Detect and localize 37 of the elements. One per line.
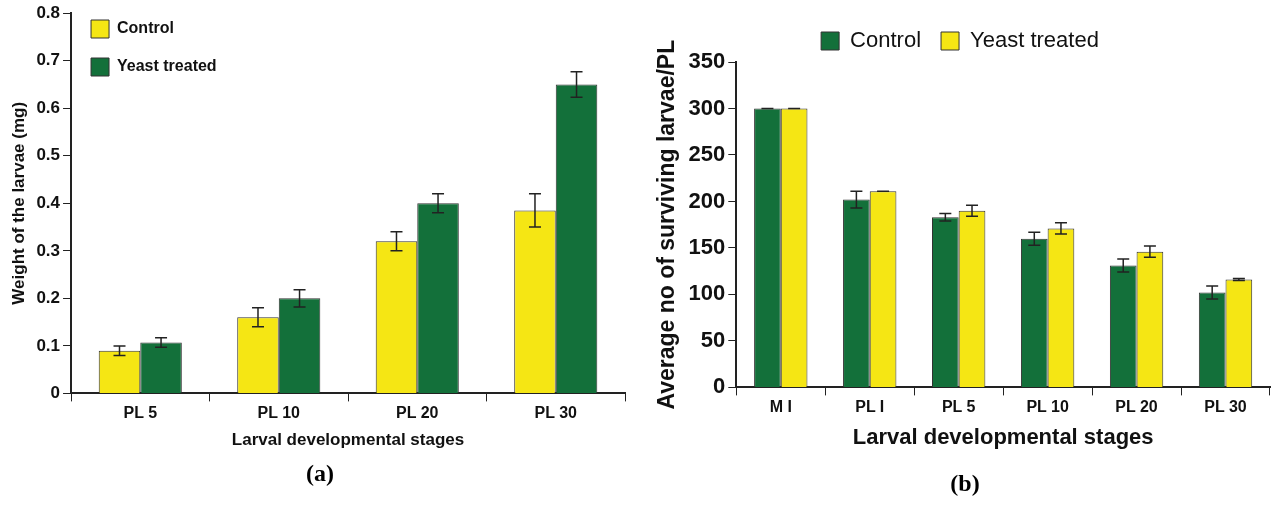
y-tick-label: 0.2: [36, 288, 61, 308]
y-axis-title: Weight of the larvae (mg): [8, 101, 28, 305]
x-tick-label: PL 20: [396, 404, 439, 422]
legend-label: Yeast treated: [970, 27, 1099, 53]
y-tick-label: 300: [688, 94, 726, 120]
y-tick-label: 0.1: [36, 335, 61, 355]
y-tick-label: 350: [688, 48, 726, 74]
x-tick-label: PL 10: [1026, 398, 1069, 416]
text: (a): [305, 460, 335, 487]
x-tick-label: M I: [769, 398, 792, 416]
y-tick-label: 0.5: [36, 145, 61, 165]
y-tick-label: 0: [713, 373, 726, 399]
x-tick-label: PL I: [855, 398, 885, 416]
y-tick-label: 250: [688, 141, 726, 167]
legend-label: Control: [117, 19, 174, 37]
x-tick-label: PL 5: [123, 404, 158, 422]
y-tick-label: 200: [688, 187, 726, 213]
y-axis-title: Average no of surviving larvae/PL: [653, 39, 680, 410]
y-tick-label: 0: [50, 383, 61, 403]
y-tick-label: 0.7: [36, 50, 61, 70]
legend-label: Control: [850, 27, 922, 53]
x-tick-label: PL 20: [1115, 398, 1158, 416]
x-axis-title: Larval developmental stages: [231, 430, 465, 450]
y-tick-label: 0.6: [36, 97, 61, 117]
y-tick-label: 50: [700, 326, 726, 352]
x-tick-label: PL 5: [941, 398, 976, 416]
y-tick-label: 0.3: [36, 240, 61, 260]
y-tick-label: 0.8: [36, 2, 61, 22]
text: (b): [949, 470, 981, 497]
x-tick-label: PL 10: [257, 404, 301, 422]
x-tick-label: PL 30: [1204, 398, 1247, 416]
x-tick-label: PL 30: [534, 404, 578, 422]
legend-label: Yeast treated: [117, 57, 217, 75]
y-tick-label: 150: [688, 234, 726, 260]
x-axis-title: Larval developmental stages: [852, 423, 1154, 449]
y-tick-label: 100: [688, 280, 726, 306]
y-tick-label: 0.4: [36, 192, 61, 212]
